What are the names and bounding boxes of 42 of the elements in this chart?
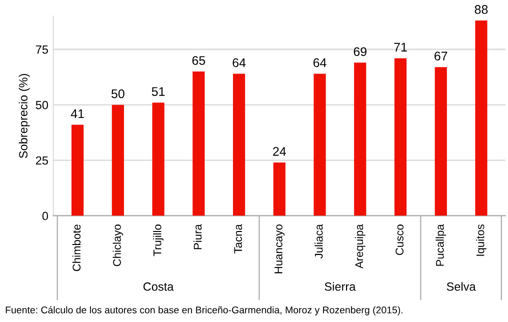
y-tick-label: 75 xyxy=(36,46,48,54)
x-tick-label: Arequipa xyxy=(354,224,366,269)
x-tick-label: Huancayo xyxy=(274,224,285,274)
y-axis-title: Sobreprecio (%) xyxy=(18,74,30,158)
y-tick-label: 0 xyxy=(42,212,48,220)
x-tick-label: Chimbote xyxy=(72,224,81,272)
bar xyxy=(112,104,124,216)
x-tick-label: Iquitos xyxy=(476,224,486,256)
x-tick-label: Trujillo xyxy=(153,224,164,256)
data-label: 71 xyxy=(394,42,407,52)
bar xyxy=(192,72,205,216)
data-label: 69 xyxy=(354,47,366,56)
bar xyxy=(72,124,84,216)
bar xyxy=(152,102,164,216)
data-label: 41 xyxy=(70,109,84,118)
text: Costa xyxy=(143,282,174,291)
data-label: 64 xyxy=(232,58,246,68)
data-label: 64 xyxy=(313,58,326,68)
source-note: Fuente: Cálculo de los autores con base en Briceño-Garmendia, Moroz y Rozenberg (2015). xyxy=(6,306,402,316)
data-label: 24 xyxy=(273,147,286,156)
bar xyxy=(394,58,407,216)
y-tick-label: 25 xyxy=(36,156,48,165)
data-label: 51 xyxy=(152,87,165,96)
x-tick-label: Tacna xyxy=(234,224,242,254)
x-tick-label: Juliaca xyxy=(314,224,323,258)
x-tick-label: Pucallpa xyxy=(436,224,446,266)
data-label: 65 xyxy=(192,56,206,65)
bar xyxy=(314,74,326,216)
text: Selva xyxy=(446,282,476,291)
text: Sierra xyxy=(324,282,356,291)
x-tick-label: Chiclayo xyxy=(112,224,124,266)
bar xyxy=(273,162,286,216)
y-tick-label: 50 xyxy=(36,100,48,110)
bar xyxy=(434,67,447,216)
x-tick-label: Piura xyxy=(193,224,202,250)
bar xyxy=(232,74,246,216)
x-tick-label: Cusco xyxy=(396,224,404,255)
data-label: 67 xyxy=(434,52,448,60)
data-label: 88 xyxy=(474,5,488,14)
bar xyxy=(354,62,366,216)
bar xyxy=(475,20,488,216)
data-label: 50 xyxy=(111,89,124,98)
